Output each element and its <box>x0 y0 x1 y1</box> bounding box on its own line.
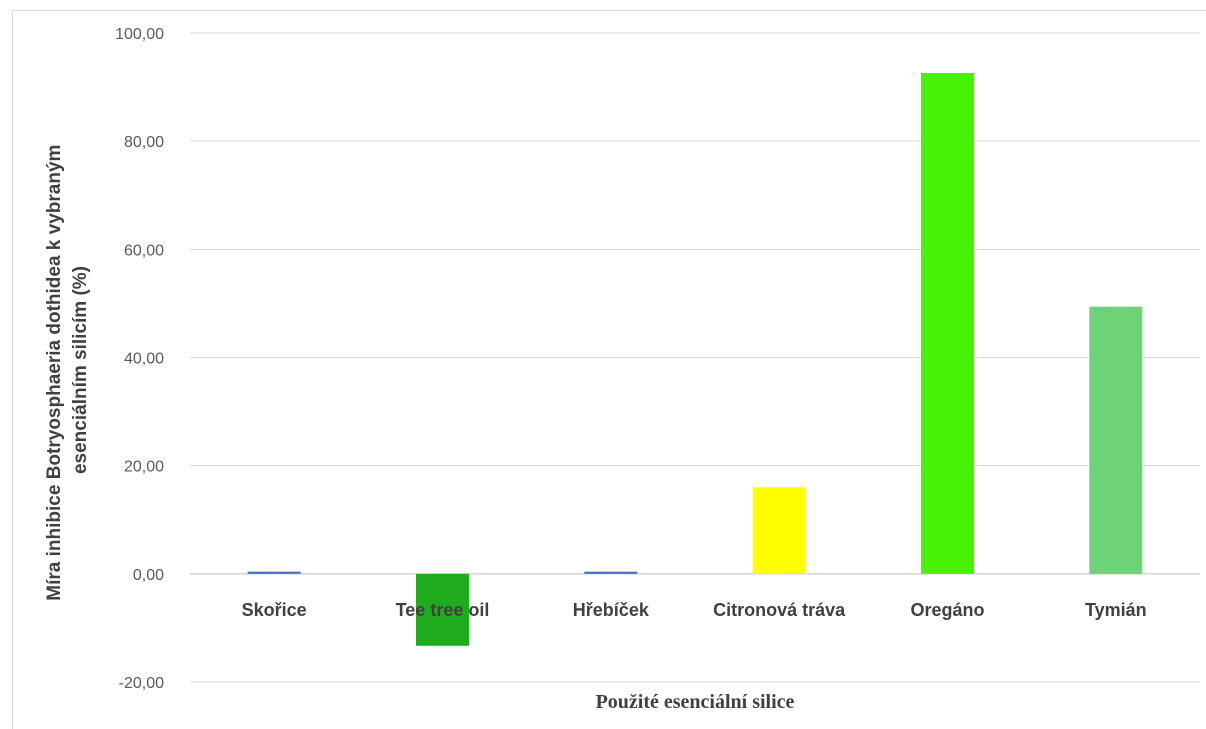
y-axis-title-line2: esenciálním silicím (%) <box>70 266 91 474</box>
y-tick-label: 20,00 <box>124 459 164 476</box>
y-tick-labels: -20,00 0,00 20,00 40,00 60,00 80,00 100,00 <box>115 26 164 692</box>
category-label: Oregáno <box>910 600 984 620</box>
bars <box>247 73 1143 646</box>
category-label: Tee tree oil <box>396 600 490 620</box>
category-label: Skořice <box>242 600 307 620</box>
y-axis-title-line1: Míra inhibice Botryosphaeria dothidea k … <box>44 145 65 601</box>
bar <box>416 573 469 646</box>
category-labels: Skořice Tee tree oil Hřebíček Citronová trá… <box>242 600 1147 620</box>
category-label: Tymián <box>1085 600 1147 620</box>
bar <box>584 571 638 574</box>
y-tick-label: 80,00 <box>124 134 164 151</box>
bar <box>1089 306 1143 574</box>
chart-frame <box>12 10 1206 729</box>
y-tick-label: -20,00 <box>119 675 164 692</box>
y-tick-label: 40,00 <box>124 351 164 368</box>
y-axis-title: Míra inhibice Botryosphaeria dothidea k … <box>44 139 91 600</box>
bar <box>921 73 974 574</box>
y-tick-label: 0,00 <box>133 567 164 584</box>
x-axis-title: Použité esenciální silice <box>596 691 795 713</box>
bar <box>752 487 806 574</box>
y-tick-label: 60,00 <box>124 242 164 259</box>
bar <box>247 571 301 574</box>
category-label: Hřebíček <box>573 600 650 620</box>
category-label: Citronová tráva <box>713 600 846 620</box>
gridlines <box>190 32 1200 683</box>
y-tick-label: 100,00 <box>115 26 164 43</box>
